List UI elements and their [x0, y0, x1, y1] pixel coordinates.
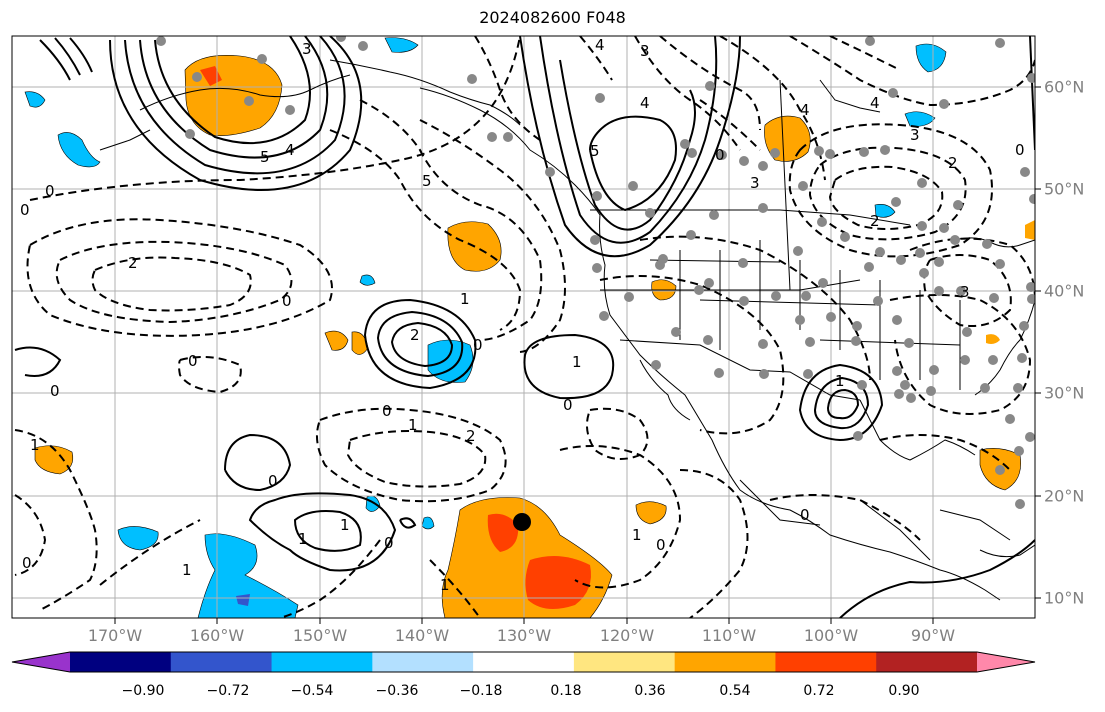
- tick-marks: [114, 86, 1041, 624]
- contour-label: 1: [835, 372, 845, 390]
- contours-negative: [14, 36, 1035, 618]
- contour-label: 2: [870, 212, 880, 230]
- contour-label: 0: [715, 146, 725, 164]
- colorbar-bin: [573, 652, 676, 672]
- lon-label-160w: 160°W: [189, 626, 245, 645]
- contour-label: 0: [563, 396, 573, 414]
- contour-label: 2: [410, 326, 420, 344]
- colorbar-bin: [876, 652, 978, 672]
- contour-label: 2: [128, 254, 138, 272]
- colorbar-tick-label: −0.36: [375, 683, 419, 699]
- contour-label: 0: [384, 534, 394, 552]
- colorbar-extend-max: [977, 652, 1035, 672]
- lon-label-150w: 150°W: [292, 626, 348, 645]
- contour-label: 0: [473, 336, 483, 354]
- contour-label: 0: [50, 382, 60, 400]
- contour-label: 0: [656, 536, 666, 554]
- colorbar-bin: [170, 652, 273, 672]
- contour-label: 0: [382, 402, 392, 420]
- contour-label: 3: [750, 174, 760, 192]
- lon-label-90w: 90°W: [910, 626, 956, 645]
- lat-label-20n: 20°N: [1044, 486, 1085, 506]
- contour-label: 5: [260, 148, 270, 166]
- contour-label: 1: [572, 353, 582, 371]
- colorbar-tick-label: −0.90: [121, 683, 165, 699]
- colorbar-tick-label: −0.72: [206, 683, 250, 699]
- contour-label: 2: [948, 154, 958, 172]
- contour-label: 3: [910, 126, 920, 144]
- contour-labels: 0 5 4 5 2 0 1 2 1 0 0 1 2 0 0 1 0 1 0 1 …: [20, 36, 1025, 594]
- colorbar-bin: [473, 652, 575, 672]
- colorbar-tick-label: 0.72: [803, 683, 835, 699]
- contour-label: 0: [1015, 141, 1025, 159]
- colorbar-tick-label: −0.54: [290, 683, 334, 699]
- contour-label: 4: [870, 94, 880, 112]
- lon-label-170w: 170°W: [87, 626, 143, 645]
- lon-label-110w: 110°W: [701, 626, 757, 645]
- colorbar-bin: [70, 652, 172, 672]
- station-markers: [156, 36, 1035, 509]
- colorbar-tick-label: 0.54: [719, 683, 751, 699]
- lat-label-10n: 10°N: [1044, 588, 1085, 608]
- map-title: 2024082600 F048: [479, 8, 626, 27]
- lat-label-40n: 40°N: [1044, 281, 1085, 301]
- contour-label: 0: [22, 554, 32, 572]
- contour-label: 1: [408, 416, 418, 434]
- lon-label-140w: 140°W: [394, 626, 450, 645]
- contours-positive: [14, 36, 1035, 618]
- contour-label: 0: [282, 292, 292, 310]
- contour-label: 4: [640, 94, 650, 112]
- lat-label-30n: 30°N: [1044, 383, 1085, 403]
- contour-label: 0: [188, 352, 198, 370]
- contour-label: 4: [595, 36, 605, 54]
- contour-label: 4: [800, 101, 810, 119]
- contour-label: 1: [460, 290, 470, 308]
- contour-label: 0: [268, 472, 278, 490]
- colorbar-bin: [775, 652, 877, 672]
- colorbar-outline: [11, 651, 1036, 673]
- contour-label: 1: [440, 576, 450, 594]
- contour-label: 4: [285, 141, 295, 159]
- colorbar-bin: [271, 652, 373, 672]
- gridlines: [12, 36, 1035, 618]
- lon-label-130w: 130°W: [496, 626, 552, 645]
- contour-label: 1: [182, 561, 192, 579]
- lat-label-60n: 60°N: [1044, 77, 1085, 97]
- contour-label: 1: [632, 526, 642, 544]
- contour-label: 3: [302, 40, 312, 58]
- contour-label: 3: [640, 42, 650, 60]
- colorbar-extend-min: [12, 652, 70, 672]
- shading-negative: [24, 37, 947, 618]
- colorbar: [11, 651, 1036, 673]
- tropical-cyclone-marker: [513, 513, 531, 531]
- contour-label: 2: [466, 427, 476, 445]
- contour-label: 0: [45, 182, 55, 200]
- contour-label: 5: [590, 142, 600, 160]
- contour-label: 1: [298, 530, 308, 548]
- lat-label-50n: 50°N: [1044, 179, 1085, 199]
- lon-label-100w: 100°W: [803, 626, 859, 645]
- colorbar-tick-label: 0.18: [550, 683, 582, 699]
- contour-label: 5: [422, 172, 432, 190]
- contour-label: 3: [960, 283, 970, 301]
- lon-label-120w: 120°W: [599, 626, 655, 645]
- colorbar-tick-label: −0.18: [459, 683, 503, 699]
- contour-label: 0: [800, 506, 810, 524]
- colorbar-bin: [372, 652, 474, 672]
- contour-label: 1: [30, 436, 40, 454]
- colorbar-tick-label: 0.90: [888, 683, 920, 699]
- contour-label: 0: [20, 201, 30, 219]
- colorbar-tick-label: 0.36: [634, 683, 666, 699]
- contour-label: 1: [340, 516, 350, 534]
- colorbar-bin: [674, 652, 776, 672]
